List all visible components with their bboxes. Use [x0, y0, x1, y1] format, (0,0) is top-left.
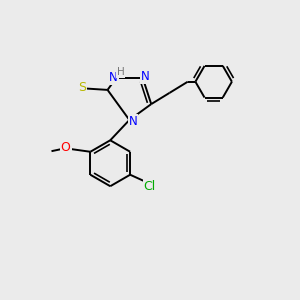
Text: O: O [61, 141, 70, 154]
Text: N: N [128, 115, 137, 128]
Text: S: S [78, 81, 86, 94]
Text: N: N [141, 70, 150, 83]
Text: Cl: Cl [144, 180, 156, 193]
Text: H: H [117, 67, 124, 77]
Text: N: N [109, 71, 118, 84]
